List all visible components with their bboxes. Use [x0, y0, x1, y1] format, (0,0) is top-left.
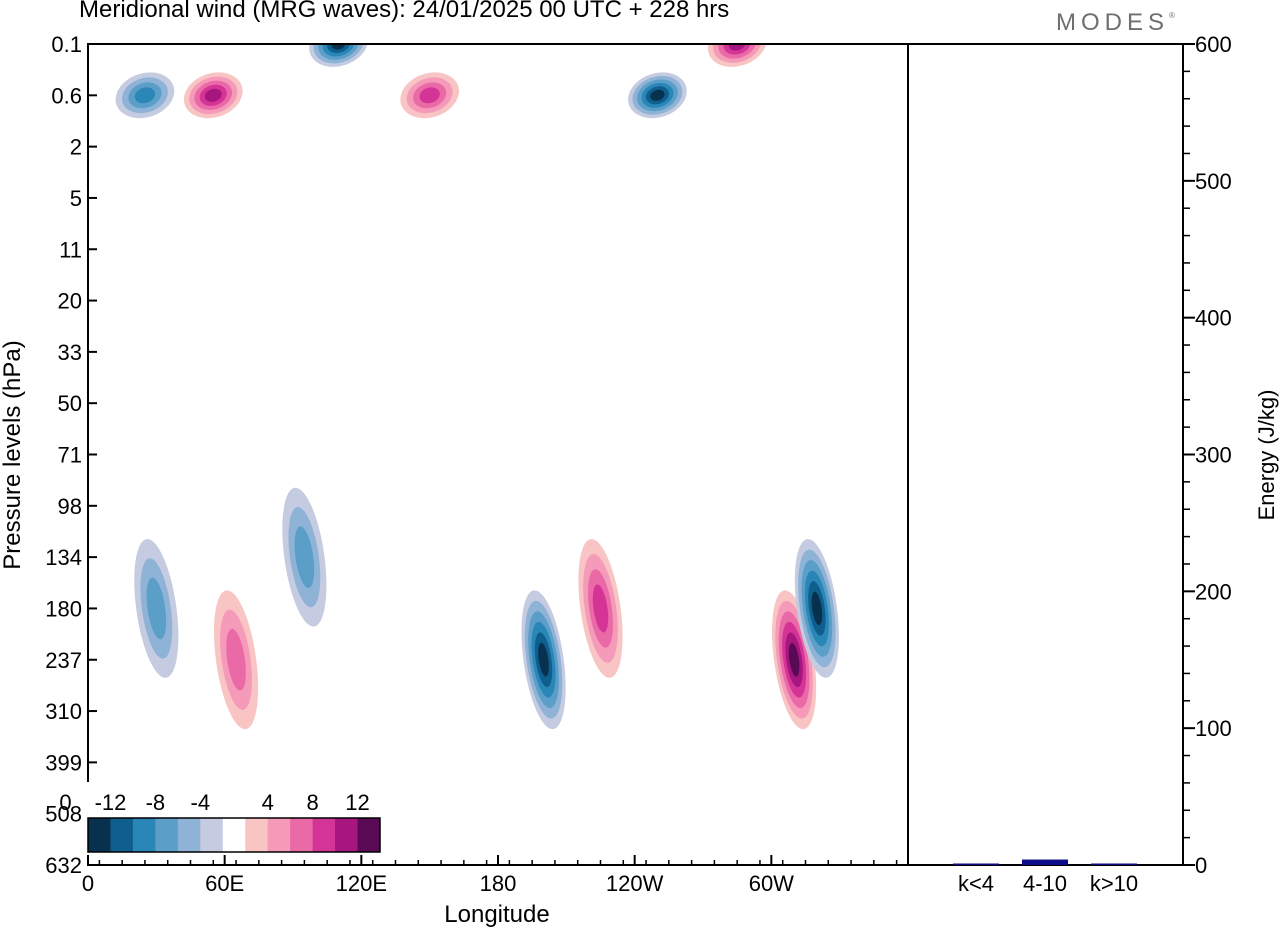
colorbar-swatch	[312, 818, 336, 852]
y-tick-label: 98	[58, 494, 82, 519]
contour-band	[538, 642, 549, 677]
contour-band	[788, 642, 800, 677]
colorbar-swatch	[335, 818, 359, 852]
colorbar-tick-label: 12	[345, 790, 369, 815]
contour-band	[331, 44, 346, 50]
x-tick-label: 60W	[749, 871, 794, 896]
wind-cell	[115, 72, 175, 119]
energy-tick-label: 0	[1195, 853, 1207, 878]
energy-tick-label: 200	[1195, 579, 1232, 604]
wind-cell	[578, 539, 623, 678]
energy-category-label: 4-10	[1023, 871, 1067, 896]
contour-band	[204, 88, 222, 102]
colorbar-swatch	[245, 818, 269, 852]
y-tick-label: 237	[45, 648, 82, 673]
plot-background	[88, 44, 908, 865]
wind-cell	[794, 539, 839, 678]
contour-band	[327, 44, 351, 54]
y-tick-label: 399	[45, 750, 82, 775]
x-tick-label: 60E	[205, 871, 244, 896]
contour-band	[728, 44, 746, 51]
energy-category-label: k<4	[958, 871, 994, 896]
brand-logo: MODES®	[1056, 9, 1175, 37]
y-tick-label: 2	[70, 135, 82, 160]
contour-band	[419, 87, 440, 104]
wind-cell	[183, 72, 243, 119]
colorbar-tick-label: 8	[306, 790, 318, 815]
colorbar-swatch	[177, 818, 201, 852]
energy-category-label: k>10	[1090, 871, 1138, 896]
energy-bar	[953, 863, 999, 865]
energy-tick-label: 300	[1195, 443, 1232, 468]
contour-band	[226, 628, 246, 691]
y-tick-label: 71	[58, 443, 82, 468]
y-tick-label: 632	[45, 853, 82, 878]
colorbar-swatch	[88, 818, 111, 852]
energy-tick-label: 500	[1195, 169, 1232, 194]
wind-cell	[213, 590, 259, 730]
colorbar-swatch	[267, 818, 291, 852]
energy-tick-label: 100	[1195, 716, 1232, 741]
brand-name: MODES	[1056, 9, 1170, 36]
colorbar-swatch	[155, 818, 179, 852]
x-tick-label: 0	[82, 871, 94, 896]
brand-registered-mark: ®	[1169, 11, 1175, 20]
energy-bar	[1091, 863, 1137, 865]
colorbar-frame	[87, 817, 381, 853]
x-tick-label: 120E	[336, 871, 387, 896]
colorbar-swatch	[110, 818, 134, 852]
contour-band	[811, 591, 823, 626]
wind-cell	[134, 539, 179, 678]
contour-band	[146, 577, 167, 640]
colorbar-swatch	[290, 818, 314, 852]
y-tick-label: 0.1	[51, 32, 82, 57]
x-axis-label: Longitude	[444, 901, 549, 928]
colorbar-tick-label: -4	[191, 790, 211, 815]
heatmap-contours	[88, 44, 908, 865]
y-tick-label: 508	[45, 802, 82, 827]
wind-cell	[400, 72, 459, 119]
wind-cell	[282, 487, 327, 627]
y-tick-label: 180	[45, 596, 82, 621]
y-tick-label: 33	[58, 340, 82, 365]
energy-tick-label: 600	[1195, 32, 1232, 57]
colorbar-tick-label: -8	[146, 790, 166, 815]
y-axis-label: Pressure levels (hPa)	[0, 340, 26, 569]
wind-cell	[521, 590, 566, 730]
energy-axis-label: Energy (J/kg)	[1254, 390, 1279, 521]
colorbar-tick-label: -12	[95, 790, 127, 815]
colorbar-tick-label: 0	[59, 790, 71, 815]
wind-cell	[628, 72, 687, 119]
chart-title: Meridional wind (MRG waves): 24/01/2025 …	[79, 0, 730, 23]
colorbar-tick-label: 4	[262, 790, 274, 815]
x-tick-label: 180	[480, 871, 517, 896]
y-tick-label: 50	[58, 391, 82, 416]
x-tick-label: 120W	[606, 871, 664, 896]
energy-tick-label: 400	[1195, 306, 1232, 331]
energy-bar	[1022, 859, 1068, 865]
y-tick-label: 0.6	[51, 83, 82, 108]
energy-frame	[907, 43, 1184, 866]
y-tick-label: 134	[45, 545, 82, 570]
contour-band	[294, 526, 315, 588]
colorbar-swatch	[200, 818, 224, 852]
y-tick-label: 310	[45, 699, 82, 724]
y-tick-label: 5	[70, 186, 82, 211]
colorbar-swatch	[132, 818, 156, 852]
contour-band	[650, 89, 665, 101]
colorbar-swatch	[222, 818, 246, 852]
contour-band	[592, 584, 609, 633]
y-tick-label: 20	[58, 289, 82, 314]
wind-cell	[309, 44, 368, 67]
colorbar-swatch	[357, 818, 381, 852]
y-tick-label: 11	[59, 237, 82, 262]
contour-band	[134, 87, 156, 104]
